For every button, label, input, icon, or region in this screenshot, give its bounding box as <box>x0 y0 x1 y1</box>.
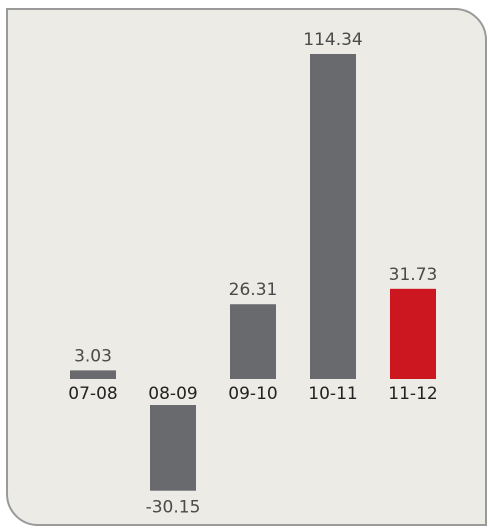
category-label-07-08: 07-08 <box>68 384 117 404</box>
value-label-07-08: 3.03 <box>74 346 112 366</box>
chart-panel <box>6 8 487 526</box>
bars-group <box>70 54 436 491</box>
category-label-08-09: 08-09 <box>148 384 197 404</box>
category-label-09-10: 09-10 <box>228 384 277 404</box>
value-label-09-10: 26.31 <box>229 280 278 300</box>
category-label-11-12: 11-12 <box>388 384 437 404</box>
bar-08-09 <box>150 405 196 491</box>
category-label-10-11: 10-11 <box>308 384 357 404</box>
value-labels-group: 3.03 -30.15 26.31 114.34 31.73 <box>74 30 437 518</box>
bar-11-12 <box>390 288 436 379</box>
bar-09-10 <box>230 304 276 379</box>
bar-10-11 <box>310 54 356 379</box>
category-labels-group: 07-08 08-09 09-10 10-11 11-12 <box>68 384 437 404</box>
value-label-10-11: 114.34 <box>303 30 362 50</box>
value-label-08-09: -30.15 <box>146 498 201 518</box>
bar-07-08 <box>70 370 116 379</box>
value-label-11-12: 31.73 <box>389 265 438 285</box>
